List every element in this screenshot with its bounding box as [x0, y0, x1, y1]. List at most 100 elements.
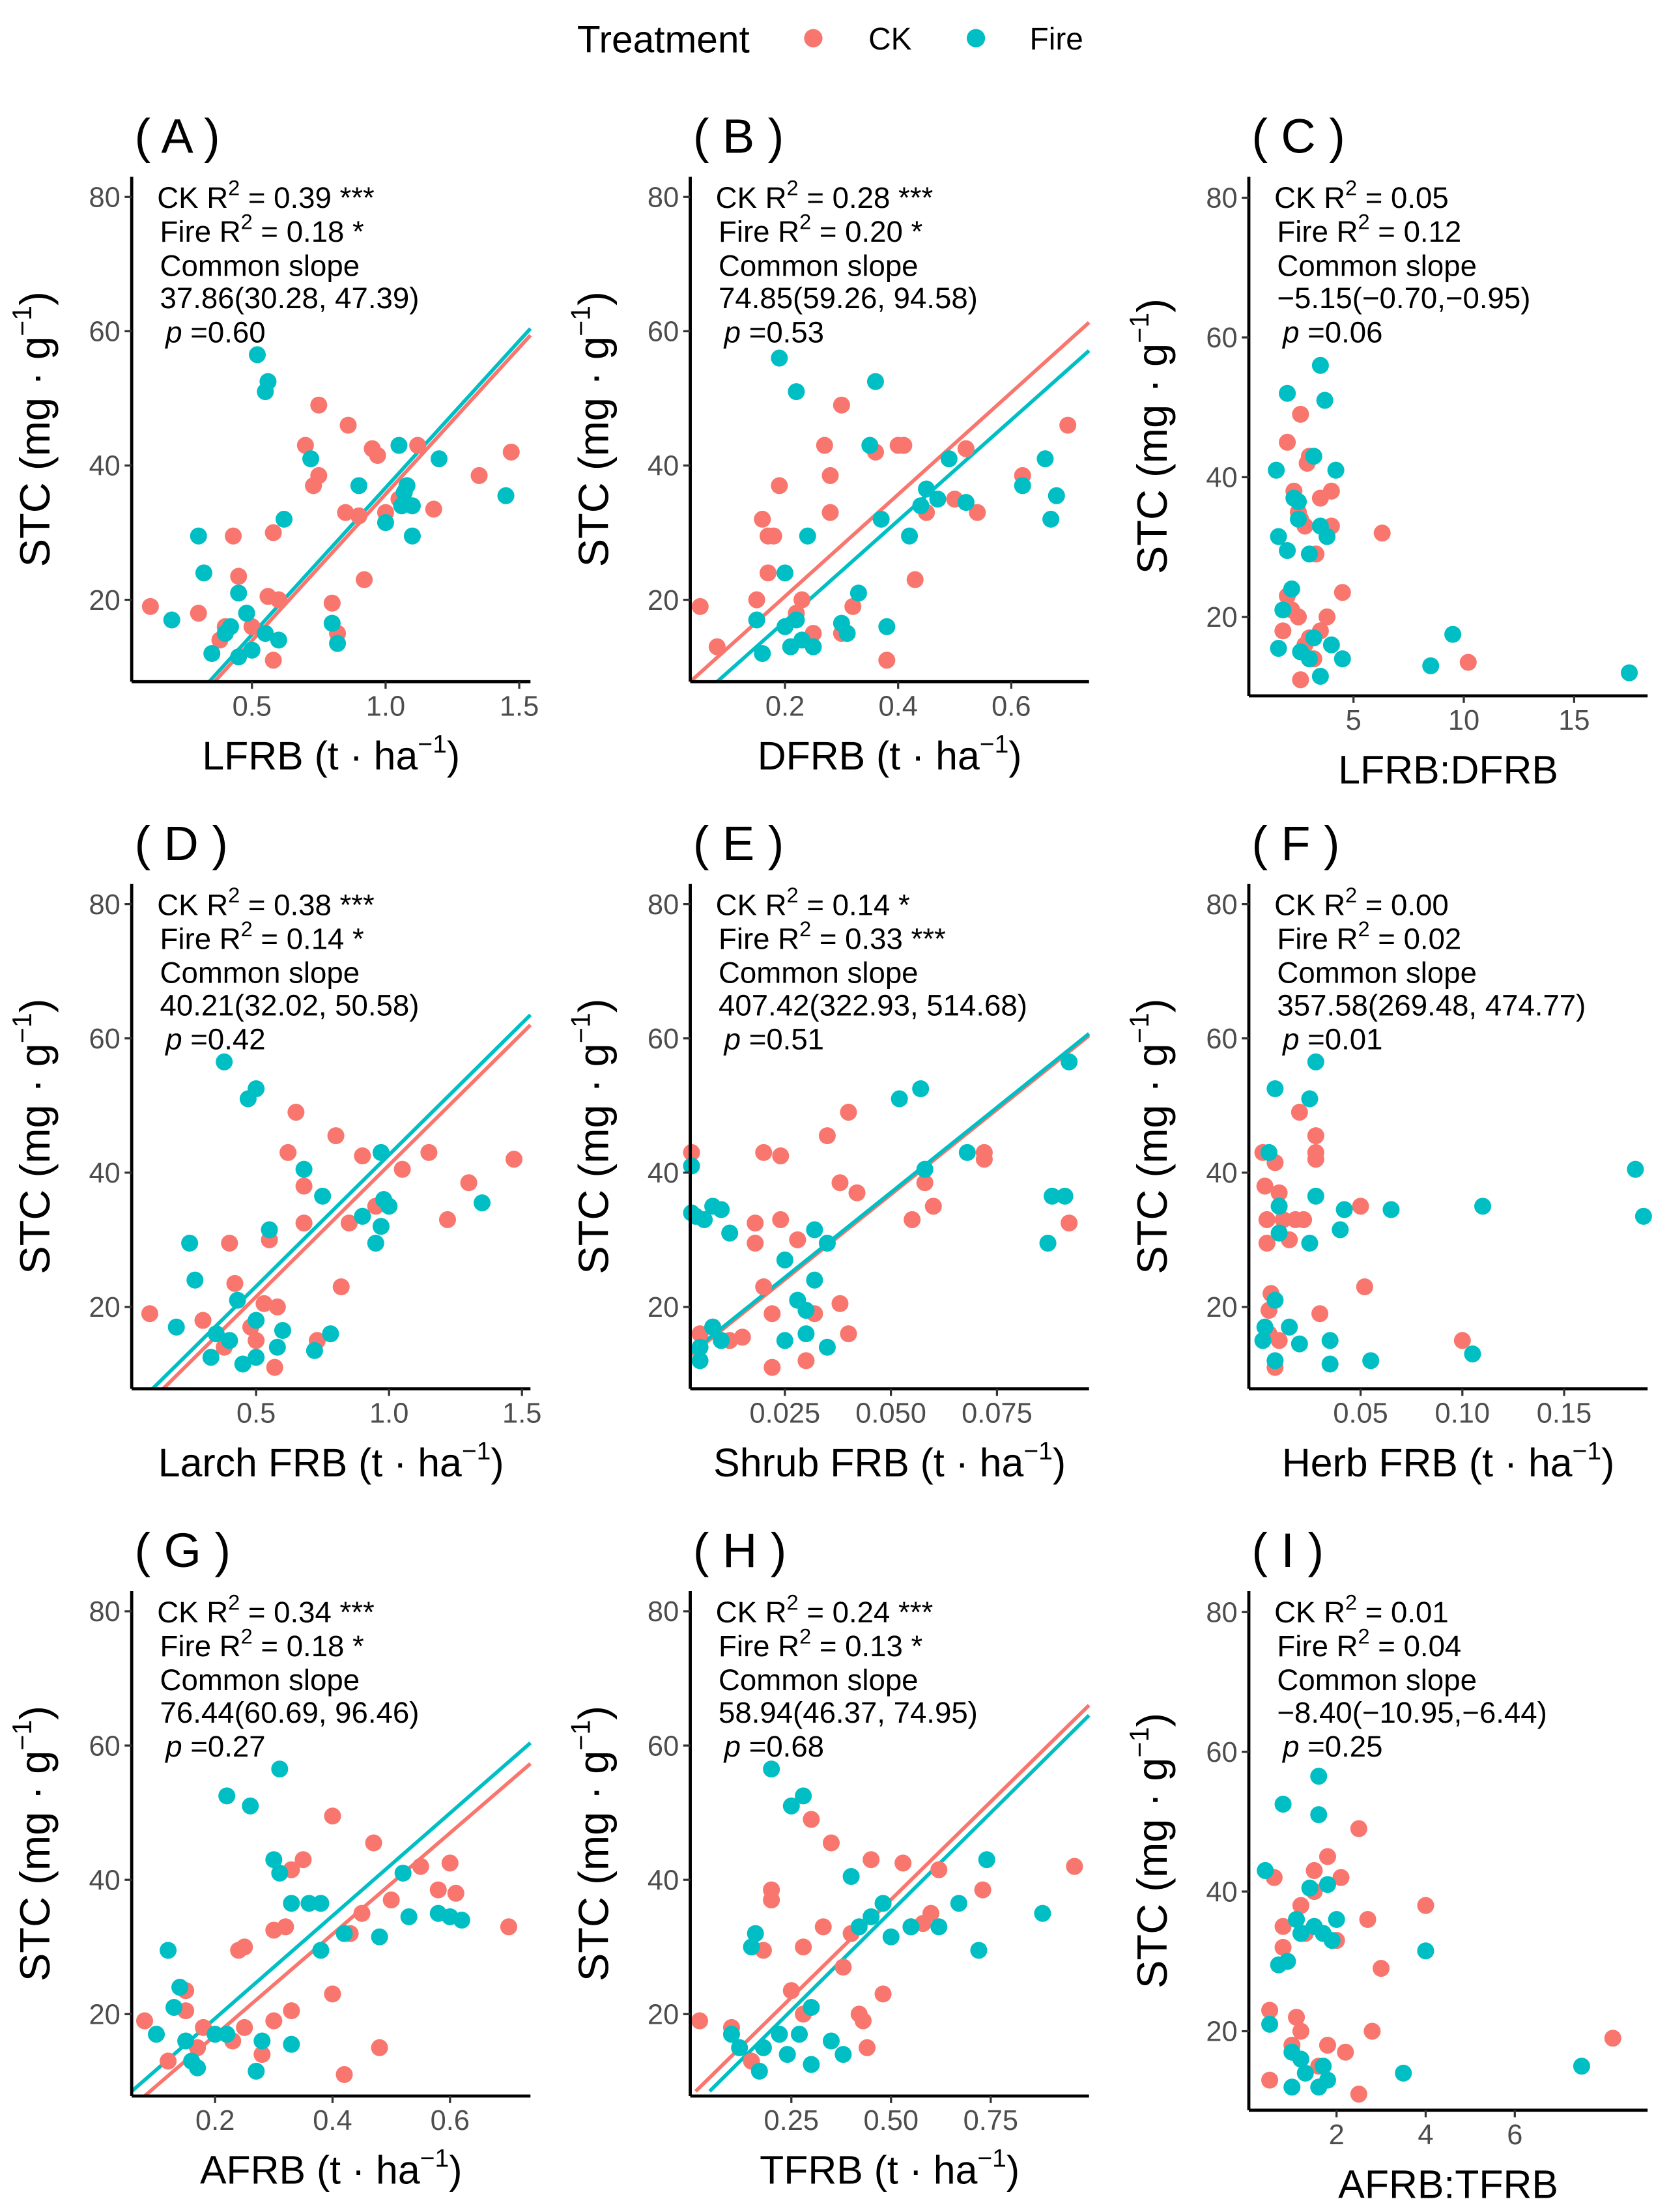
p-value-text: p =0.42	[164, 1023, 265, 1056]
ck-r2-text: CK R2 = 0.39 ***	[157, 177, 375, 215]
fire-point	[754, 2039, 772, 2056]
ck-point	[772, 1147, 790, 1165]
fire-point	[1270, 528, 1287, 545]
y-tick-label: 20	[1206, 1292, 1237, 1323]
fire-point	[165, 1998, 183, 2016]
fire-point	[1634, 1207, 1652, 1225]
ck-r2-value: = 0.14 *	[799, 888, 910, 921]
fire-point	[1056, 1187, 1074, 1205]
ck-point	[734, 1329, 751, 1346]
fire-point	[1328, 1910, 1345, 1929]
fire-point	[691, 1352, 709, 1370]
ck-point	[821, 467, 839, 484]
p-value: =0.01	[1299, 1023, 1382, 1056]
x-axis-title-exponent: −1	[977, 2145, 1006, 2173]
fire-regression-line	[708, 1714, 1091, 2093]
fire-point	[234, 1355, 251, 1373]
fire-point	[177, 2032, 195, 2050]
y-axis-title: STC (mg · g−1)	[7, 291, 59, 567]
fire-point	[314, 1187, 332, 1205]
ck-point	[814, 1918, 832, 1936]
fire-r2-exponent: 2	[799, 1624, 811, 1648]
fire-point	[1310, 1806, 1328, 1824]
ck-point	[1337, 2043, 1354, 2061]
y-axis-title: STC (mg · g−1)	[565, 1706, 617, 1981]
ck-point	[136, 2012, 154, 2030]
p-value-text: p =0.60	[164, 315, 265, 349]
ck-point	[755, 1278, 773, 1296]
fire-r2-label: Fire R	[1277, 1630, 1358, 1663]
fire-r2-exponent: 2	[241, 917, 253, 941]
ck-point	[930, 1861, 948, 1878]
fire-point	[1321, 1332, 1339, 1349]
ck-r2-exponent: 2	[228, 883, 240, 907]
ck-point	[793, 591, 811, 609]
ck-point	[1258, 1211, 1276, 1228]
fire-point	[950, 1895, 967, 1912]
fire-regression-line	[689, 1032, 1091, 1355]
x-tick-label: 0.15	[1537, 1398, 1591, 1429]
ck-point	[1305, 1861, 1323, 1879]
fire-point	[1044, 1187, 1061, 1205]
ck-point	[765, 527, 782, 545]
x-axis-title-exponent: −1	[1023, 1437, 1053, 1465]
y-tick-label: 20	[648, 585, 679, 616]
fire-point	[1334, 650, 1351, 668]
x-tick-label: 4	[1418, 2119, 1433, 2151]
fire-r2-exponent: 2	[1358, 1624, 1370, 1648]
ck-point	[255, 1295, 273, 1312]
y-axis-title-exponent: −1	[7, 306, 37, 336]
fire-point	[803, 1998, 820, 2016]
fire-point	[295, 1160, 313, 1178]
y-axis-title: STC (mg · g−1)	[565, 999, 617, 1274]
common-slope-label: Common slope	[719, 1663, 919, 1697]
fire-point	[207, 1325, 225, 1343]
ck-r2-label: CK R	[157, 888, 228, 921]
fire-point	[1300, 545, 1318, 563]
x-axis-title: AFRB (t · ha−1)	[200, 2145, 462, 2192]
common-slope-label: Common slope	[719, 249, 919, 282]
ck-point	[797, 1352, 815, 1370]
y-axis-title-close: )	[570, 1706, 618, 1720]
ck-point	[924, 1198, 942, 1215]
x-axis-title-exponent: −1	[418, 730, 447, 758]
y-tick-label: 40	[648, 451, 679, 482]
fire-r2-value: = 0.20 *	[811, 215, 922, 248]
fire-point	[203, 644, 221, 663]
x-tick-label: 10	[1448, 705, 1479, 736]
fire-point	[1319, 528, 1336, 545]
fire-point	[929, 490, 947, 508]
ck-point	[969, 504, 986, 521]
ck-point	[141, 597, 159, 615]
fire-r2-label: Fire R	[160, 1630, 241, 1663]
fire-r2-text: Fire R2 = 0.02	[1277, 917, 1461, 956]
fire-point	[335, 1925, 353, 1942]
y-axis-title-text: STC (mg · g	[11, 336, 59, 567]
fire-point	[806, 1271, 823, 1289]
common-slope-value: 74.85(59.26, 94.58)	[719, 281, 978, 315]
ck-point	[822, 1834, 840, 1852]
ck-point	[1332, 1869, 1350, 1886]
x-axis-title-text: Larch FRB (t · ha	[158, 1441, 462, 1485]
ck-point	[922, 1904, 940, 1922]
fire-point	[1444, 625, 1462, 643]
fire-r2-exponent: 2	[241, 1624, 253, 1648]
panel-label: ( D )	[134, 816, 227, 870]
y-axis-title-exponent: −1	[1124, 313, 1154, 343]
ck-point	[266, 1358, 283, 1376]
ck-point	[759, 564, 777, 582]
ck-point	[848, 1184, 866, 1201]
fire-point	[842, 1867, 860, 1886]
y-tick-label: 60	[1206, 323, 1237, 354]
fire-r2-label: Fire R	[160, 923, 241, 956]
ck-point	[1066, 1858, 1083, 1875]
fire-point	[771, 2026, 788, 2043]
fire-point	[1362, 1352, 1380, 1370]
ck-point	[1274, 1918, 1292, 1935]
fire-point	[322, 1325, 339, 1343]
p-value-text: p =0.68	[723, 1730, 824, 1763]
fire-point	[1332, 1221, 1349, 1239]
